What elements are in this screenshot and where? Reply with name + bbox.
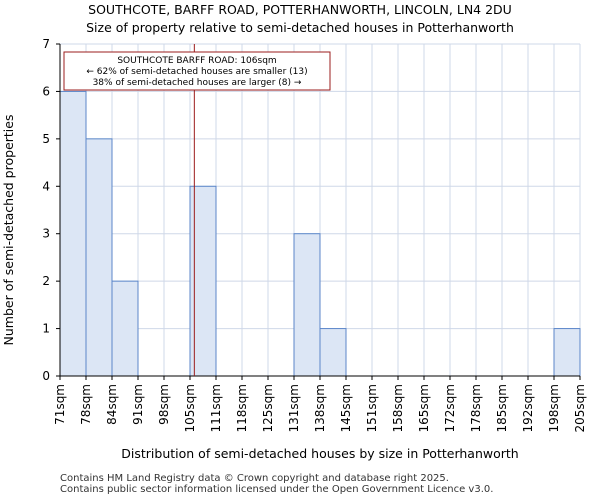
histogram-bar [553, 328, 581, 377]
x-tick-label: 192sqm [521, 384, 535, 432]
histogram-bar [293, 233, 321, 377]
chart-subtitle: Size of property relative to semi-detach… [86, 20, 514, 35]
x-tick-label: 131sqm [287, 384, 301, 432]
x-tick-label: 71sqm [53, 384, 67, 425]
x-tick-label: 151sqm [365, 384, 379, 432]
y-tick-label: 3 [42, 227, 50, 241]
y-tick-label: 4 [42, 179, 50, 193]
x-tick-label: 198sqm [547, 384, 561, 432]
x-tick-label: 98sqm [157, 384, 171, 425]
x-tick-label: 205sqm [573, 384, 587, 432]
y-axis-label: Number of semi-detached properties [1, 115, 16, 346]
histogram-bar [85, 138, 113, 377]
x-tick-label: 105sqm [183, 384, 197, 432]
x-tick-label: 158sqm [391, 384, 405, 432]
y-tick-label: 2 [42, 274, 50, 288]
y-tick-label: 5 [42, 132, 50, 146]
histogram-bar [111, 280, 139, 377]
x-tick-label: 78sqm [79, 384, 93, 425]
annotation-box [63, 51, 331, 91]
x-tick-label: 138sqm [313, 384, 327, 432]
annotation-larger: 38% of semi-detached houses are larger (… [93, 78, 302, 88]
chart-title: SOUTHCOTE, BARFF ROAD, POTTERHANWORTH, L… [88, 2, 512, 17]
x-tick-label: 118sqm [235, 384, 249, 432]
x-tick-label: 145sqm [339, 384, 353, 432]
x-tick-label: 178sqm [469, 384, 483, 432]
x-tick-label: 91sqm [131, 384, 145, 425]
x-tick-label: 111sqm [209, 384, 223, 432]
y-tick-label: 7 [42, 37, 50, 51]
footer-licence: Contains public sector information licen… [60, 484, 494, 495]
y-tick-label: 1 [42, 322, 50, 336]
annotation-title: SOUTHCOTE BARFF ROAD: 106sqm [117, 56, 276, 66]
x-axis-label: Distribution of semi-detached houses by … [121, 446, 518, 461]
annotation-smaller: ← 62% of semi-detached houses are smalle… [86, 67, 307, 77]
y-tick-label: 6 [42, 84, 50, 98]
x-tick-label: 172sqm [443, 384, 457, 432]
y-tick-label: 0 [42, 369, 50, 383]
x-tick-label: 84sqm [105, 384, 119, 425]
histogram-bar [319, 328, 347, 377]
footer-copyright: Contains HM Land Registry data © Crown c… [60, 473, 449, 484]
x-tick-label: 165sqm [417, 384, 431, 432]
x-tick-label: 185sqm [495, 384, 509, 432]
histogram-bar [59, 90, 87, 377]
x-tick-label: 125sqm [261, 384, 275, 432]
